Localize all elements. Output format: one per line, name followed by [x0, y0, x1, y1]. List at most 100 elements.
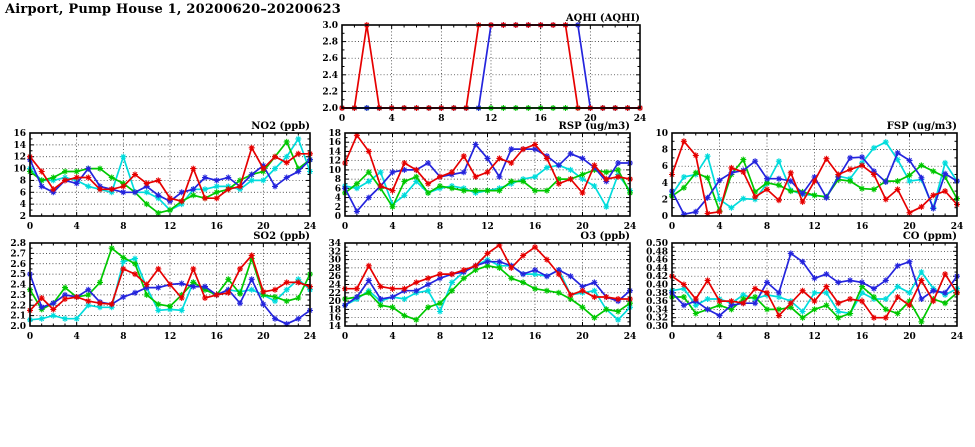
y-tick-label: 2: [20, 212, 26, 222]
x-tick-label: 24: [624, 222, 637, 232]
y-tick-label: 8: [335, 175, 341, 185]
y-tick-label: 2.0: [10, 322, 26, 332]
y-tick-label: 2.6: [10, 260, 26, 270]
y-tick-label: 0.36: [646, 297, 668, 307]
x-tick-label: 20: [257, 332, 270, 342]
y-tick-label: 12: [13, 153, 26, 163]
y-tick-label: 16: [13, 129, 26, 139]
y-tick-label: 30: [328, 256, 341, 266]
y-tick-label: 28: [328, 264, 341, 274]
y-tick-label: 0.42: [646, 272, 668, 282]
chart-title: SO2 (ppb): [253, 231, 310, 242]
y-tick-label: 4: [662, 179, 668, 189]
x-tick-label: 8: [764, 332, 770, 342]
x-tick-label: 24: [624, 332, 637, 342]
y-tick-label: 2.6: [322, 54, 338, 64]
x-tick-label: 4: [389, 114, 395, 124]
chart-canvas-aqhi: 2.0 2.2 2.4 2.6 2.8 3.0 0 4 8 12 16 20 24 AQHI (AQHI): [322, 13, 646, 124]
y-tick-label: 8: [662, 146, 668, 156]
plot-frame: [671, 242, 958, 327]
x-tick-label: 16: [529, 332, 542, 342]
y-tick-label: 14: [328, 147, 341, 157]
chart-no2: 2 4 6 8 10 12 14 16 0 4 8 12 16 20 24 NO2 (ppb): [2, 112, 318, 234]
x-tick-label: 24: [304, 222, 317, 232]
y-tick-label: 10: [328, 166, 341, 176]
y-tick-label: 18: [328, 305, 341, 315]
plot-frame: [671, 132, 958, 217]
x-tick-label: 20: [576, 332, 589, 342]
page-title: Airport, Pump House 1, 20200620–20200623: [5, 2, 341, 17]
y-tick-label: 18: [328, 129, 341, 139]
y-tick-label: 2.0: [322, 104, 338, 114]
y-tick-label: 0.38: [646, 289, 668, 299]
x-tick-label: 0: [669, 332, 675, 342]
x-tick-label: 12: [808, 222, 821, 232]
y-tick-label: 10: [13, 165, 26, 175]
y-tick-label: 0: [335, 212, 341, 222]
y-tick-label: 0.46: [646, 256, 668, 266]
x-tick-label: 4: [716, 222, 722, 232]
y-tick-label: 8: [20, 176, 26, 186]
chart-fsp: 0 2 4 6 8 10 0 4 8 12 16 20 24 FSP (ug/m3): [642, 112, 972, 234]
y-tick-label: 0: [662, 212, 668, 222]
series-green: [342, 262, 633, 323]
y-tick-label: 4: [335, 194, 341, 204]
chart-title: O3 (ppb): [580, 231, 630, 242]
x-tick-label: 24: [951, 222, 964, 232]
plot-frame: [344, 132, 631, 217]
y-tick-label: 12: [328, 157, 341, 167]
x-tick-label: 0: [27, 222, 33, 232]
chart-co: 0.30 0.32 0.34 0.36 0.38 0.40 0.42 0.44 0.46 0.48…: [642, 222, 972, 344]
y-tick-label: 0.32: [646, 314, 668, 324]
x-tick-label: 16: [534, 114, 547, 124]
chart-canvas-so2: 2.02.12.22.32.42.52.62.72.8 0 4 8 12 16 20 24 SO…: [10, 231, 316, 342]
x-tick-label: 20: [576, 222, 589, 232]
y-tick-label: 20: [328, 297, 341, 307]
y-tick-label: 16: [328, 138, 341, 148]
chart-title: CO (ppm): [903, 231, 957, 242]
x-tick-label: 16: [856, 222, 869, 232]
plot-frame: [341, 24, 641, 109]
y-tick-label: 0.44: [646, 264, 668, 274]
chart-canvas-co: 0.300.320.340.360.380.400.420.440.460.48…: [646, 231, 963, 342]
axis-labels: 0.300.320.340.360.380.400.420.440.460.48…: [646, 239, 963, 342]
y-tick-label: 14: [328, 322, 341, 332]
y-tick-label: 2.7: [10, 249, 26, 259]
y-tick-label: 2.8: [10, 239, 26, 249]
x-tick-label: 20: [903, 222, 916, 232]
series-red: [669, 138, 960, 217]
x-tick-label: 20: [903, 332, 916, 342]
x-tick-label: 16: [210, 222, 223, 232]
series-red: [27, 144, 313, 205]
chart-o3: 14 16 18 20 22 24 26 28 30 32 34 0 4 8 12 16 20 24 O3 (ppb…: [314, 222, 648, 344]
chart-title: NO2 (ppb): [251, 121, 310, 132]
plot-frame: [29, 242, 311, 327]
y-tick-label: 22: [328, 289, 341, 299]
chart-rsp: 0 2 4 6 8 10 12 14 16 18 0 4 8 12 16 20 24 RSP (ug/m3): [314, 112, 648, 234]
x-tick-label: 12: [485, 114, 498, 124]
chart-so2: 2.0 2.1 2.2 2.3 2.4 2.5 2.6 2.7 2.8 0 4 8 12 16 20 24 SO…: [2, 222, 318, 344]
y-tick-label: 2.3: [10, 291, 26, 301]
x-tick-label: 0: [342, 332, 348, 342]
y-tick-label: 4: [20, 200, 26, 210]
x-tick-label: 0: [339, 114, 345, 124]
y-tick-label: 14: [13, 141, 26, 151]
x-tick-label: 0: [27, 332, 33, 342]
y-tick-label: 6: [335, 184, 341, 194]
chart-title: AQHI (AQHI): [565, 13, 640, 24]
y-tick-label: 2.4: [322, 71, 338, 81]
y-tick-label: 2.1: [10, 312, 26, 322]
x-tick-label: 8: [437, 222, 443, 232]
y-tick-label: 16: [328, 314, 341, 324]
y-tick-label: 32: [328, 247, 341, 257]
x-tick-label: 8: [438, 114, 444, 124]
y-tick-label: 3.0: [322, 21, 338, 31]
y-tick-label: 0.34: [646, 305, 668, 315]
y-tick-label: 26: [328, 272, 341, 282]
series-blue: [669, 149, 960, 218]
x-tick-label: 4: [716, 332, 722, 342]
